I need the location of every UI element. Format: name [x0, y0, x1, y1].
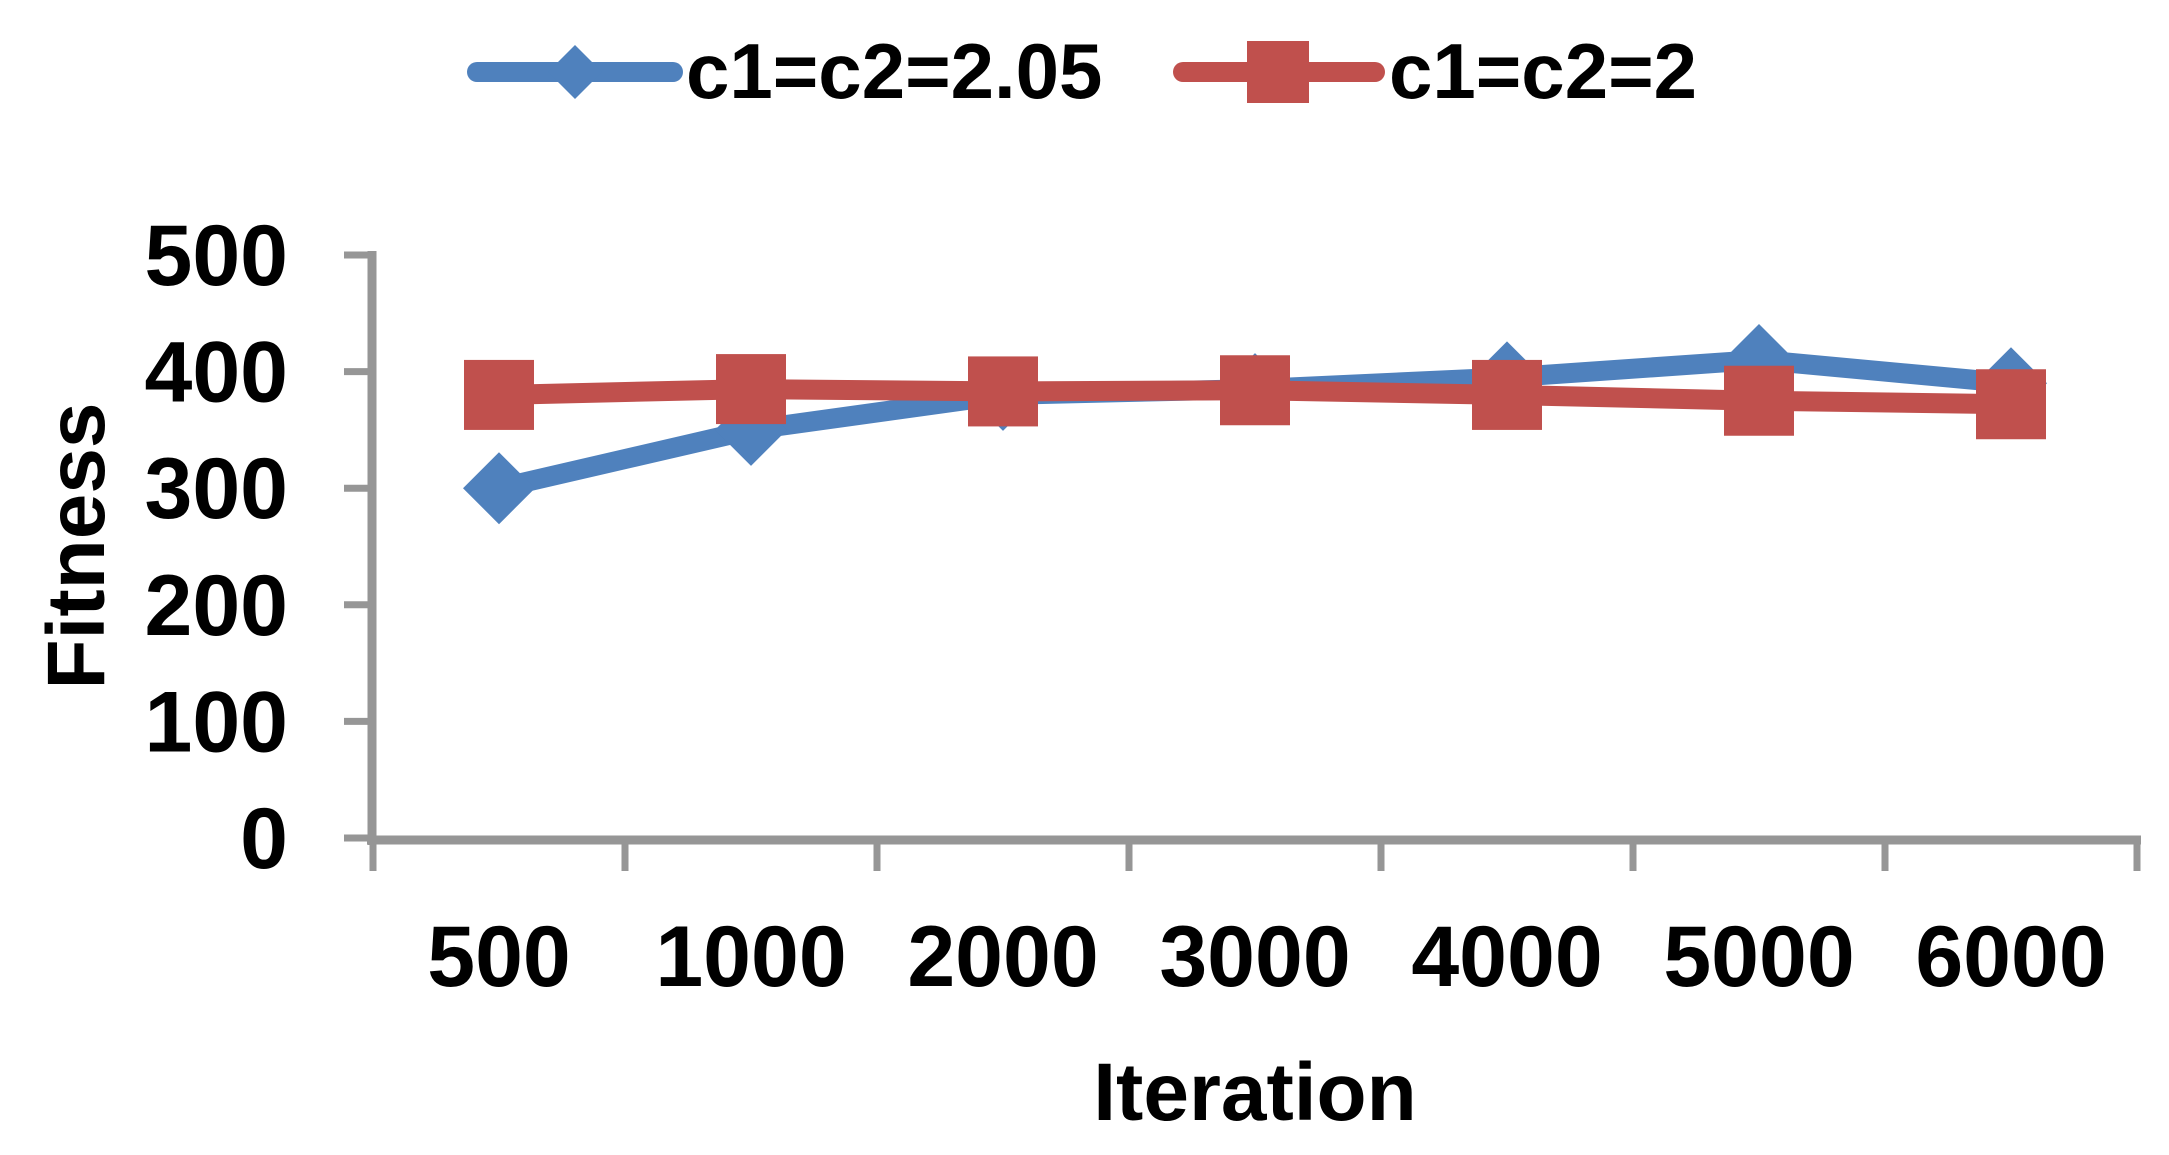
diamond-marker — [463, 452, 535, 525]
chart-generated-content: 0 100 200 300 400 500 500 1000 2000 3000 4000 5000 6… — [145, 27, 2141, 1005]
series-c1-c2-2 — [464, 354, 2046, 440]
x-tick-label: 3000 — [1159, 909, 1350, 1005]
x-tick-label: 1000 — [655, 909, 846, 1005]
y-axis-title: Fitness — [31, 402, 122, 689]
y-tick-label: 0 — [240, 791, 288, 887]
y-tick-label: 300 — [145, 441, 289, 537]
x-tick-label: 4000 — [1411, 909, 1602, 1005]
square-marker — [1724, 365, 1794, 436]
x-tick-label: 2000 — [907, 909, 1098, 1005]
x-axis-title: Iteration — [1093, 1047, 1416, 1138]
x-tick-label: 6000 — [1915, 909, 2106, 1005]
axes — [344, 251, 2141, 871]
chart-legend: c1=c2=2.05 c1=c2=2 — [467, 27, 1697, 115]
y-tick-label: 500 — [145, 208, 289, 304]
square-marker — [968, 356, 1038, 427]
y-tick-label: 100 — [145, 674, 289, 770]
x-tick-label: 500 — [427, 909, 571, 1005]
y-tick-label: 200 — [145, 558, 289, 654]
y-tick-label: 400 — [145, 325, 289, 421]
square-marker — [1220, 355, 1290, 426]
square-marker — [1976, 369, 2046, 440]
legend-item: c1=c2=2 — [1173, 27, 1697, 115]
square-marker — [1472, 359, 1542, 430]
legend-label: c1=c2=2 — [1389, 27, 1697, 115]
square-marker — [1247, 41, 1309, 103]
tick-labels: 0 100 200 300 400 500 500 1000 2000 3000 4000 5000 6… — [145, 208, 2107, 1005]
diamond-marker — [548, 45, 602, 99]
square-marker — [464, 359, 534, 430]
legend-label: c1=c2=2.05 — [686, 27, 1102, 115]
legend-item: c1=c2=2.05 — [467, 27, 1102, 115]
square-marker — [716, 354, 786, 425]
x-tick-label: 5000 — [1663, 909, 1854, 1005]
